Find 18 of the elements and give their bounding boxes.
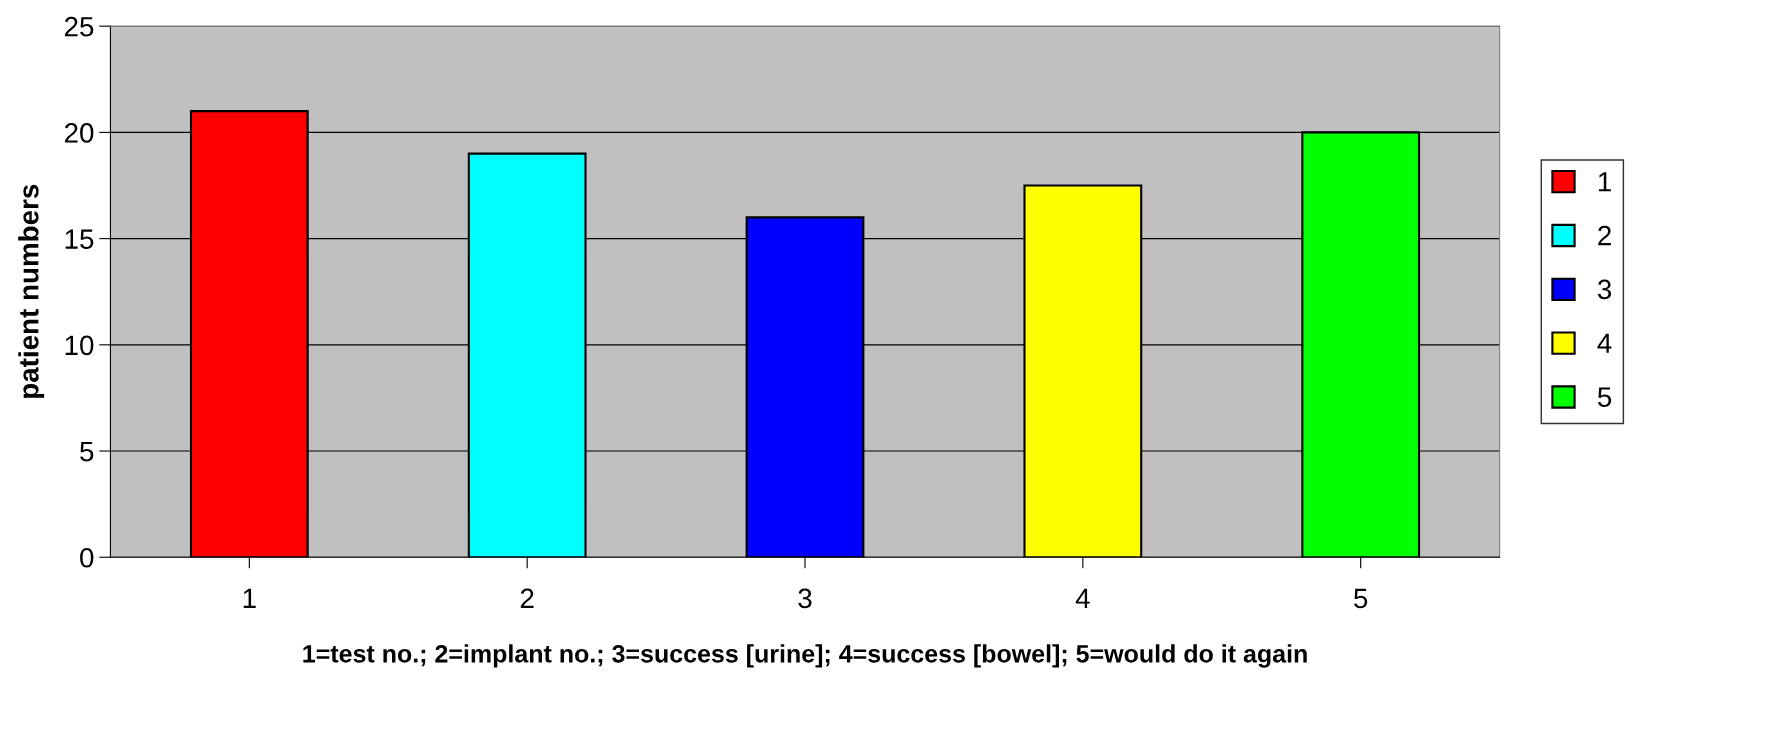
legend-label: 3 <box>1597 279 1612 300</box>
x-axis-title: 1=test no.; 2=implant no.; 3=success [urine]; 4=success [bowel]; 5=would do it again <box>303 644 1307 668</box>
y-tick-label: 25 <box>64 16 94 37</box>
x-tick-label: 5 <box>1354 588 1368 609</box>
y-tick-label: 20 <box>64 123 94 143</box>
x-tick-label: 3 <box>798 588 812 609</box>
x-tick-label: 1 <box>243 588 256 608</box>
y-tick-label: 5 <box>80 442 94 462</box>
x-tick-label: 2 <box>520 588 534 608</box>
legend-label: 4 <box>1597 333 1612 353</box>
legend-label: 1 <box>1598 172 1611 192</box>
y-axis-title: patient numbers <box>18 184 45 398</box>
y-tick-label: 0 <box>80 547 94 568</box>
legend-label: 5 <box>1597 387 1612 407</box>
y-tick-label: 15 <box>65 229 94 249</box>
legend-label: 2 <box>1598 225 1611 246</box>
x-tick-label: 4 <box>1075 588 1090 608</box>
y-tick-label: 10 <box>65 335 94 356</box>
